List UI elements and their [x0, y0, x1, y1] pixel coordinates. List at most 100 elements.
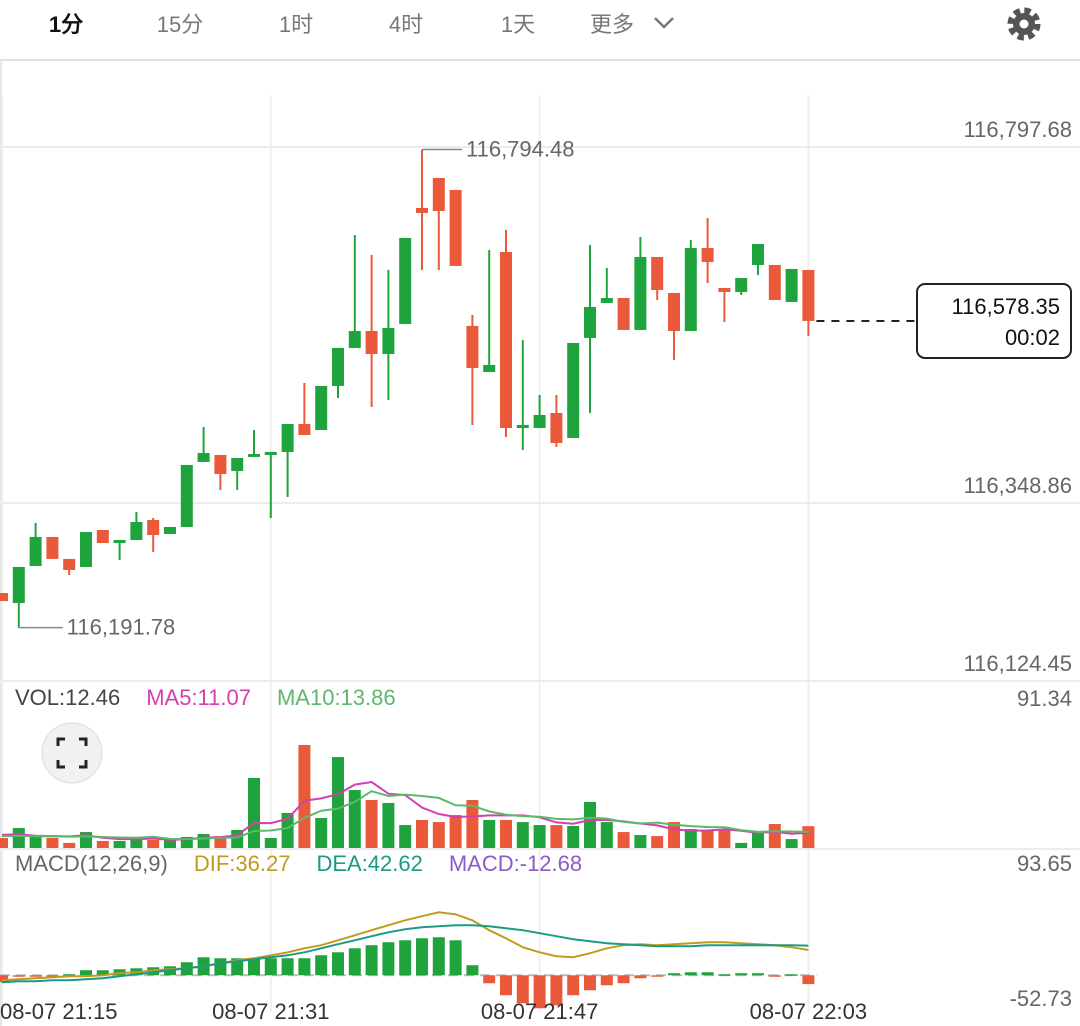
macd-bar [752, 973, 764, 976]
volume-bar [483, 819, 496, 848]
macd-bar [668, 973, 680, 976]
macd-bar [516, 975, 529, 1004]
min-label: 116,191.78 [67, 614, 175, 639]
more-chevron[interactable] [654, 17, 674, 29]
macd-bar [63, 974, 76, 976]
indicator-line [1, 911, 809, 982]
volume-bar [164, 839, 176, 848]
volume-bar [29, 835, 42, 848]
indicator-line [1, 924, 809, 984]
legend-label: MA10:13.86 [277, 685, 396, 710]
macd-bar [432, 937, 445, 976]
volume-bar [684, 829, 697, 848]
volume-bar [768, 824, 781, 848]
candle-body [130, 521, 143, 540]
macd-bar [785, 974, 798, 976]
volume-bar [701, 829, 714, 848]
macd-bar [96, 970, 109, 976]
candle-body [500, 251, 512, 428]
legend-label: DIF:36.27 [194, 851, 291, 876]
candle-body [449, 189, 462, 266]
candle-body [231, 457, 244, 471]
candle-body [735, 277, 748, 292]
volume-bar [617, 832, 630, 848]
candle-body [617, 297, 630, 330]
volume-bar [651, 836, 664, 848]
volume-bar [432, 822, 445, 848]
gear-teeth [1007, 7, 1041, 41]
volume-bar [600, 822, 613, 848]
candle-body [46, 536, 59, 559]
volume-bar [332, 757, 344, 848]
volume-bar [382, 802, 395, 848]
candle-body [550, 413, 563, 443]
macd-bar [483, 975, 496, 984]
volume-bar [533, 825, 546, 848]
candle-body [281, 423, 294, 452]
macd-bar [298, 958, 311, 976]
volume-bar [214, 836, 227, 848]
macd-bar [718, 974, 731, 976]
timeframe-tab[interactable]: 更多 [590, 12, 634, 37]
macd-bar [600, 975, 613, 986]
legend-label: MA5:11.07 [146, 685, 251, 710]
y-tick-label: -52.73 [1010, 986, 1072, 1011]
macd-bar [617, 975, 630, 984]
y-tick-label: 116,348.86 [964, 473, 1072, 498]
macd-bar [533, 975, 546, 1009]
candle-body [533, 414, 546, 428]
volume-bar [500, 819, 512, 848]
candle-body [516, 424, 529, 428]
volume-bar [718, 829, 731, 848]
candle-body [684, 248, 697, 331]
volume-bar [365, 800, 378, 848]
timeframe-tab[interactable]: 1时 [279, 12, 313, 37]
volume-bar [46, 838, 59, 848]
expand-icon [56, 737, 88, 769]
timeframe-tab[interactable]: 15分 [157, 12, 203, 37]
volume-bar [248, 777, 260, 848]
candle-body [718, 287, 731, 292]
candle-body [416, 207, 428, 213]
candle-body [214, 454, 227, 475]
indicator-title: MACD(12,26,9) [15, 851, 168, 876]
volume-bar [12, 828, 25, 848]
volume-bar [197, 833, 210, 848]
x-tick-label: 08-07 21:15 [0, 999, 117, 1024]
y-tick-label: 116,124.45 [964, 651, 1072, 676]
volume-bar [634, 835, 647, 848]
expand-button[interactable] [41, 722, 103, 784]
macd-bar [735, 973, 748, 976]
macd-bar [214, 958, 227, 976]
macd-bar [634, 975, 647, 979]
volume-bar [63, 842, 76, 848]
indicator-line [1, 790, 809, 841]
volume-bar [449, 815, 462, 848]
macd-bar [332, 952, 344, 976]
macd-bar [500, 975, 512, 996]
macd-bar [29, 975, 42, 977]
volume-bar [802, 826, 815, 848]
volume-bar [281, 812, 294, 848]
settings-icon[interactable] [1007, 7, 1041, 41]
macd-bar [550, 975, 563, 1006]
last-price-label: 116,578.35 [952, 294, 1060, 319]
volume-bar [550, 825, 563, 848]
volume-bar [113, 840, 126, 848]
volume-bar [147, 839, 160, 848]
macd-bar [0, 975, 8, 983]
volume-bar [96, 840, 109, 848]
timeframe-tab[interactable]: 1分 [49, 12, 83, 37]
candle-body [432, 177, 445, 211]
candle-body [584, 306, 596, 338]
timeframe-tab[interactable]: 1天 [501, 12, 535, 37]
x-tick-label: 08-07 21:47 [481, 999, 598, 1024]
timeframe-tab[interactable]: 4时 [389, 12, 423, 37]
candle-body [80, 531, 92, 567]
volume-bar [0, 838, 8, 848]
candle-body [63, 558, 76, 570]
candle-body [752, 243, 764, 265]
candle-body [668, 292, 680, 331]
volume-bar [298, 745, 311, 848]
